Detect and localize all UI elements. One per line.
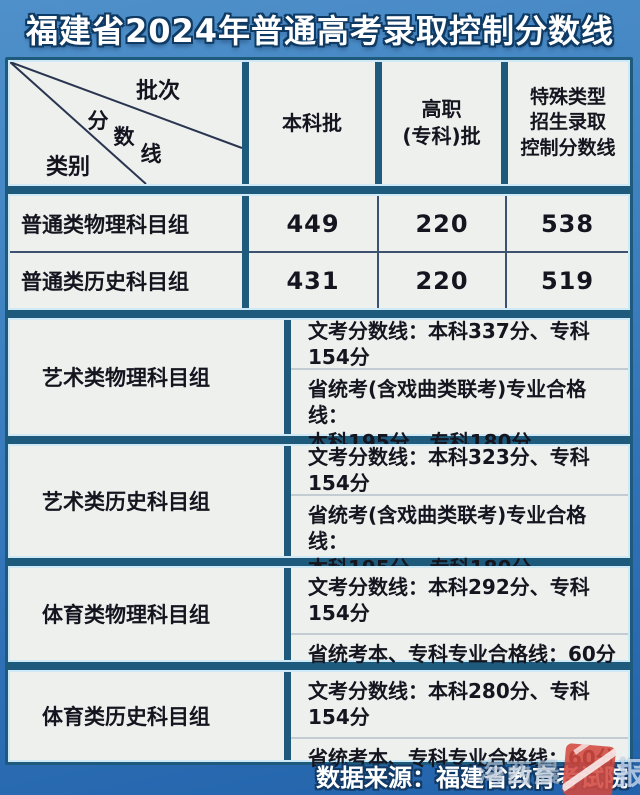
column-header-line: 本科批: [282, 110, 342, 135]
column-header-gaozhi: 高职 (专科)批: [382, 62, 501, 184]
row-category-label: 体育类物理科目组: [42, 603, 210, 627]
row-divider: [10, 251, 242, 253]
column-divider: [284, 672, 291, 760]
corner-batch-label: 批次: [136, 78, 180, 104]
wenkao-scoreline-text: 文考分数线：本科292分、专科154分: [308, 575, 590, 626]
table-header-row: 批次 分 数 线 类别 本科批 高职 (专科)批 特殊类型 招生录取 控制分数线: [8, 60, 630, 186]
row-category-label: 普通类物理科目组: [21, 212, 189, 237]
column-header-line: 控制分数线: [520, 136, 616, 159]
score-value: 449: [286, 209, 340, 238]
subrow-divider: [291, 494, 628, 496]
corner-scoreline-char-2: 数: [114, 125, 136, 149]
wenkao-scoreline-text: 文考分数线：本科323分、专科154分: [308, 444, 590, 495]
column-divider-thin: [505, 196, 507, 308]
column-divider: [284, 446, 291, 556]
score-value: 431: [286, 266, 340, 295]
column-header-benke: 本科批: [249, 62, 375, 184]
ordinary-category-column: 普通类物理科目组 普通类历史科目组: [10, 196, 242, 308]
column-divider: [501, 62, 508, 184]
column-divider: [284, 568, 291, 660]
wenkao-scoreline-text: 文考分数线：本科337分、专科154分: [308, 318, 590, 369]
row-group-sport-history: 体育类历史科目组 文考分数线：本科280分、专科154分 省统考本、专科专业合格…: [8, 670, 630, 770]
corner-scoreline-char-3: 线: [141, 142, 162, 166]
column-divider: [375, 62, 382, 184]
row-group-art-history: 艺术类历史科目组 文考分数线：本科323分、专科154分 省统考(含戏曲类联考)…: [8, 444, 630, 580]
data-source-caption: 数据来源：福建省教育考试院: [316, 764, 628, 792]
row-group-sport-physics: 体育类物理科目组 文考分数线：本科292分、专科154分 省统考本、专科专业合格…: [8, 566, 630, 666]
detail-cell: 文考分数线：本科292分、专科154分 省统考本、专科专业合格线：60分: [291, 568, 628, 666]
score-value: 220: [415, 266, 469, 295]
corner-category-label: 类别: [46, 155, 90, 180]
column-header-line: 特殊类型: [529, 85, 606, 108]
page-title: 福建省2024年普通高考录取控制分数线: [25, 12, 615, 50]
row-category-label: 普通类历史科目组: [21, 269, 189, 294]
row-group-art-physics: 艺术类物理科目组 文考分数线：本科337分、专科154分 省统考(含戏曲类联考)…: [8, 318, 630, 454]
tongkao-scoreline-text: 省统考本、专科专业合格线：60分: [308, 641, 616, 666]
corner-diagonal-graphic: 批次 分 数 线 类别: [10, 62, 242, 184]
column-header-line: 高职: [421, 97, 462, 121]
wenkao-scoreline-text: 文考分数线：本科280分、专科154分: [308, 679, 590, 730]
detail-cell: 文考分数线：本科337分、专科154分 省统考(含戏曲类联考)专业合格线： 本科…: [291, 318, 628, 454]
column-divider: [242, 62, 249, 184]
row-category-label: 艺术类物理科目组: [42, 366, 210, 390]
column-divider: [284, 320, 291, 434]
column-divider: [242, 196, 249, 308]
ordinary-values-grid: 449 220 538 431 220 519: [249, 196, 628, 308]
corner-cell: 批次 分 数 线 类别: [10, 62, 242, 184]
corner-diagonal-line-lower: [10, 62, 147, 184]
column-header-line: (专科)批: [402, 124, 481, 148]
column-header-line: 招生录取: [529, 111, 606, 134]
subrow-divider: [291, 736, 628, 739]
detail-cell: 文考分数线：本科323分、专科154分 省统考(含戏曲类联考)专业合格线： 本科…: [291, 444, 628, 580]
scores-table: 批次 分 数 线 类别 本科批 高职 (专科)批 特殊类型 招生录取 控制分数线: [5, 57, 633, 770]
corner-diagonal-line-upper: [10, 62, 242, 149]
column-divider-thin: [377, 196, 379, 308]
score-value: 538: [540, 209, 595, 238]
column-header-special: 特殊类型 招生录取 控制分数线: [508, 62, 628, 184]
row-category-label: 体育类历史科目组: [42, 705, 210, 729]
row-category-label: 艺术类历史科目组: [42, 490, 210, 514]
row-divider: [249, 251, 628, 253]
row-group-ordinary: 普通类物理科目组 普通类历史科目组 449 220 538 431 220 51…: [8, 194, 630, 310]
score-value: 519: [540, 266, 595, 295]
score-value: 220: [415, 209, 469, 238]
subrow-divider: [291, 368, 628, 370]
corner-scoreline-char-1: 分: [88, 109, 109, 133]
detail-cell: 文考分数线：本科280分、专科154分 省统考本、专科专业合格线：60分: [291, 672, 628, 770]
subrow-divider: [291, 632, 628, 635]
